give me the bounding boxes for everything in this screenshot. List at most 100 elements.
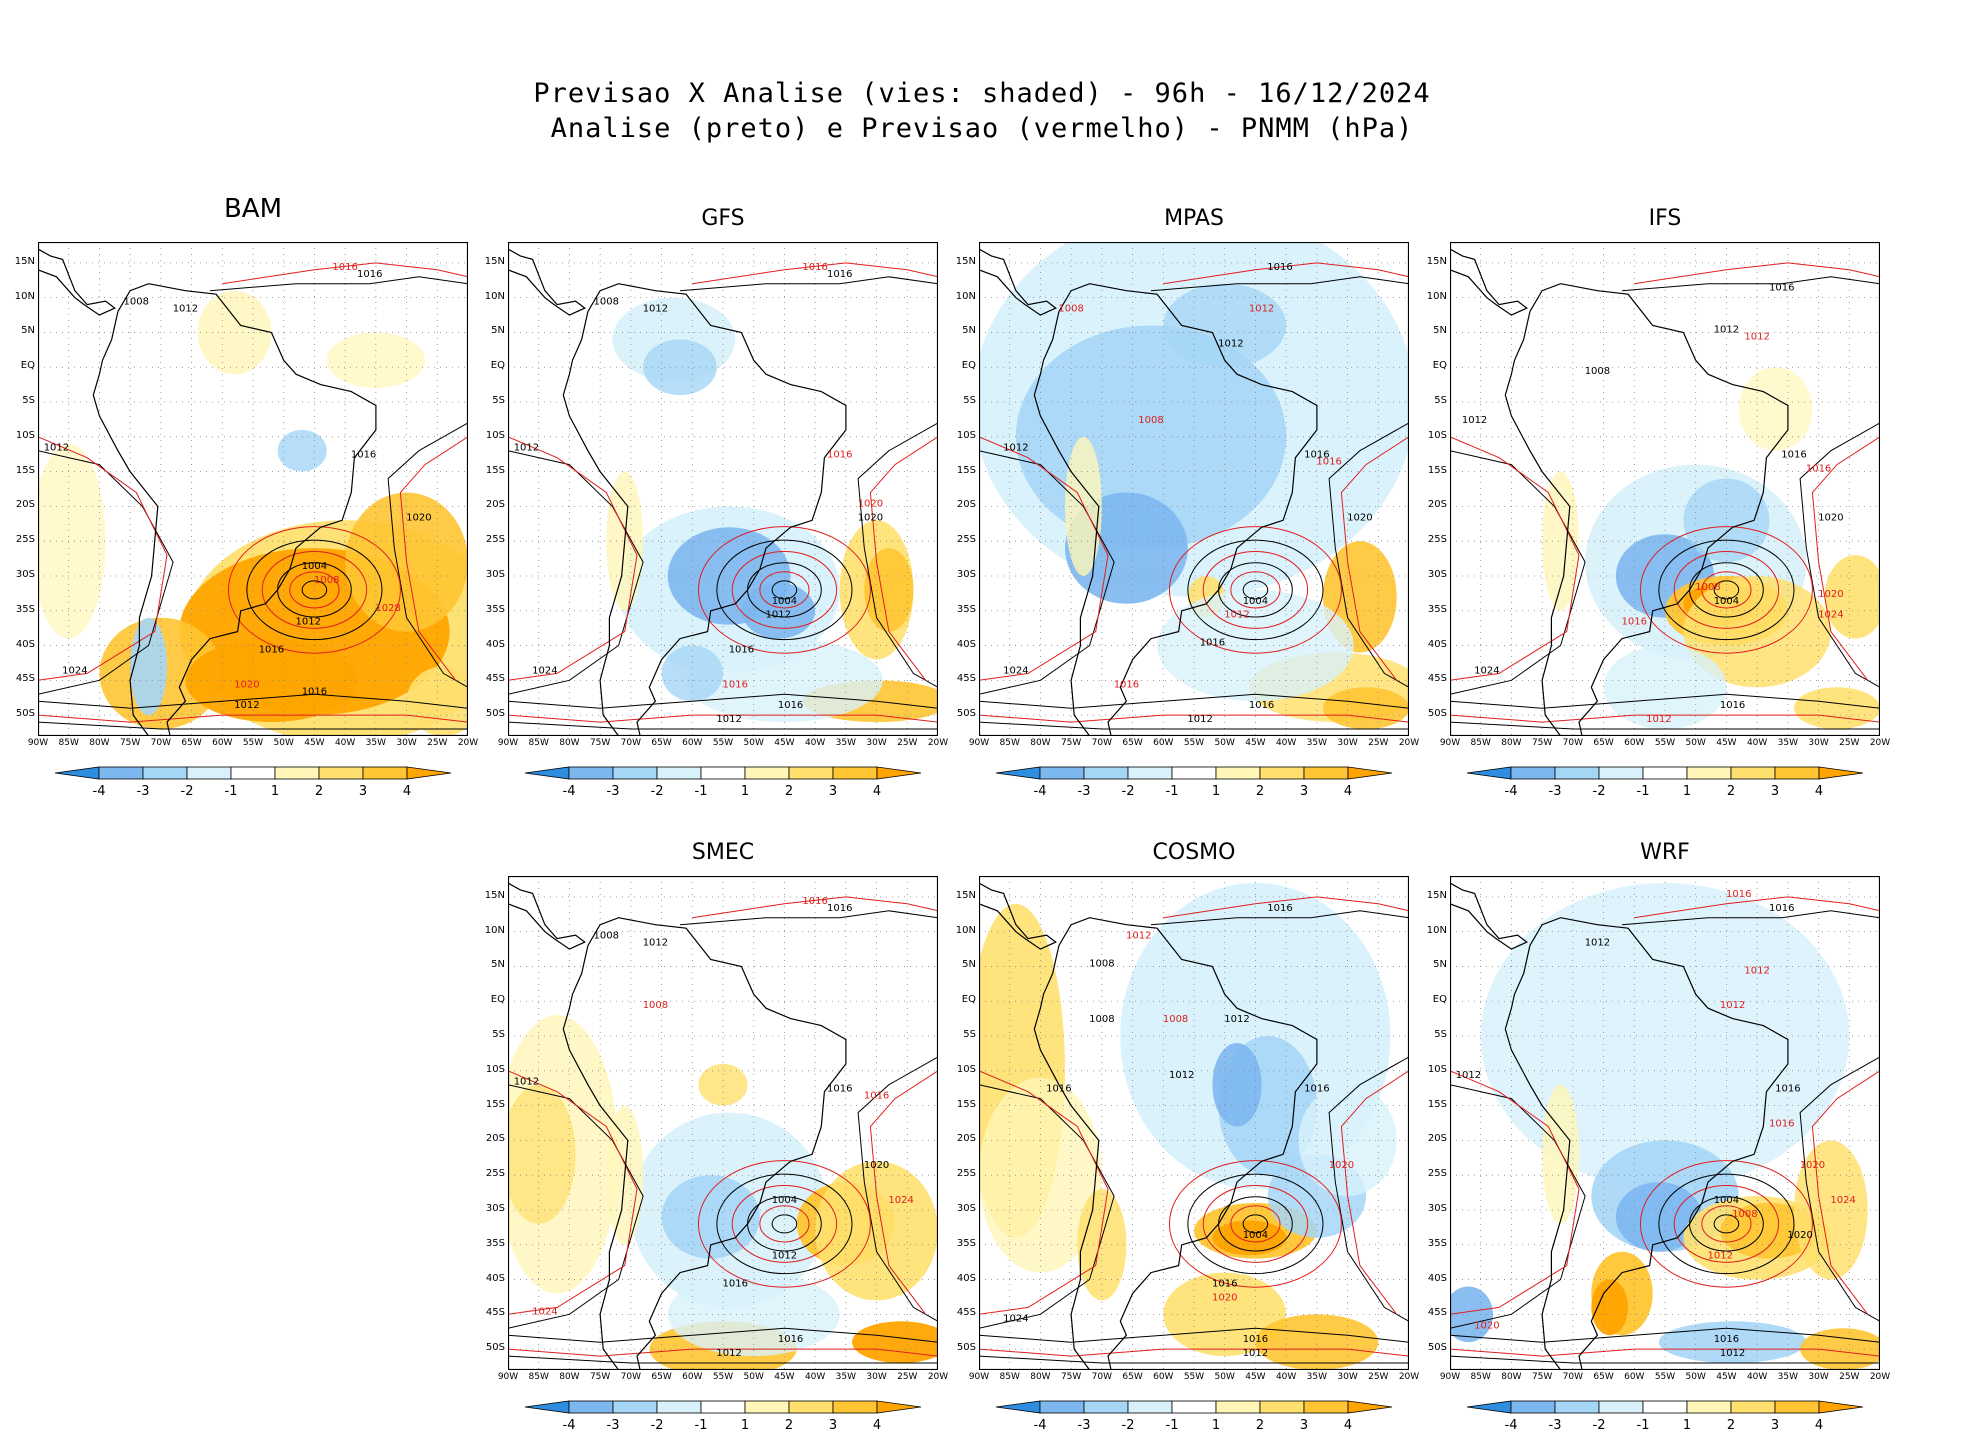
isobar-line	[979, 1355, 1409, 1364]
isobar-line	[1634, 896, 1880, 919]
colorbar-segment	[1303, 766, 1349, 780]
isobar-line	[1634, 262, 1880, 285]
isobar-label: 1012	[1646, 714, 1671, 725]
lon-tick-label: 50W	[273, 738, 294, 748]
lat-tick-label: 45S	[15, 673, 35, 685]
isobar-label: 1016	[1720, 700, 1745, 711]
colorbar-segment	[524, 766, 570, 780]
colorbar-label: 2	[1255, 1418, 1265, 1433]
lon-tick-label: 55W	[242, 738, 264, 748]
colorbar-segment	[142, 766, 188, 780]
colorbar-segment	[788, 766, 834, 780]
map-canvas: 1016 1016 1012 1012 1012 1012 1016 1016 1020 1004…	[1450, 876, 1880, 1370]
lat-tick-label: 10N	[955, 290, 976, 302]
lat-tick-label: 10S	[1427, 429, 1447, 441]
isobar-label: 1008	[1138, 415, 1163, 426]
isobar-line	[869, 436, 938, 681]
isobar-label: 1008	[1695, 582, 1720, 593]
isobar-label: 1016	[1769, 903, 1794, 914]
isobar-line	[508, 450, 644, 695]
isobar-label: 1028	[375, 603, 400, 614]
bias-shading	[643, 339, 717, 396]
colorbar-label: -3	[606, 784, 620, 799]
colorbar-label: 1	[740, 784, 750, 799]
isobar-line	[1450, 1355, 1880, 1364]
map-frame	[1450, 242, 1880, 736]
colorbar-label: -4	[562, 1418, 576, 1433]
isobar-label: 1016	[729, 645, 754, 656]
lat-tick-label: 15N	[1426, 255, 1447, 267]
colorbar-label: -2	[180, 784, 194, 799]
low-pressure-ring	[697, 526, 871, 654]
panel-title: IFS	[1648, 206, 1682, 231]
isobar-label: 1020	[858, 498, 883, 509]
lat-tick-label: 35S	[485, 603, 505, 615]
isobar-label: 1008	[1089, 1014, 1114, 1025]
isobar-label: 1004	[302, 561, 327, 572]
colorbar-label: -1	[1636, 784, 1650, 799]
isobar-label: 1012	[1249, 304, 1274, 315]
isobar-label: 1008	[594, 297, 619, 308]
isobar-line	[399, 436, 468, 681]
lat-tick-label: 15S	[485, 464, 505, 476]
colorbar: -4 -3 -2 -1 1 2 3 4	[48, 766, 458, 806]
lat-tick-label: 25S	[1427, 534, 1447, 546]
colorbar-label: 4	[402, 784, 412, 799]
lat-tick-label: 40S	[1427, 638, 1447, 650]
isobar-label: 1016	[1046, 1084, 1071, 1095]
lon-tick-label: 80W	[559, 1372, 580, 1382]
isobar-line	[979, 1070, 1109, 1315]
lat-tick-label: EQ	[20, 360, 35, 372]
colorbar-segment	[568, 766, 614, 780]
colorbar-segment	[1347, 766, 1393, 780]
lat-tick-label: 5N	[21, 325, 35, 337]
lon-tick-label: 85W	[58, 738, 79, 748]
colorbar-segment	[524, 1400, 570, 1414]
low-pressure-ring	[1187, 1173, 1324, 1275]
colorbar-label: -1	[1165, 1418, 1179, 1433]
isobar-label: 1012	[1003, 443, 1028, 454]
map-canvas: 1016101610081012101210161020100410081012…	[38, 242, 468, 736]
lon-tick-label: 40W	[804, 1372, 826, 1382]
low-pressure-ring	[716, 1173, 853, 1275]
isobar-line	[679, 276, 938, 292]
isobar-label: 1012	[1187, 714, 1212, 725]
isobar-line	[1811, 436, 1880, 681]
lon-tick-label: 80W	[559, 738, 580, 748]
isobar-line	[387, 422, 468, 688]
map-panel-gfs: 1016 1016 1008 1012 1012 1016 1020 1020 1004 1012…	[508, 242, 938, 736]
panel-title: BAM	[223, 194, 283, 224]
lat-tick-label: 45S	[956, 1307, 976, 1319]
lat-tick-label: 15S	[485, 1098, 505, 1110]
lat-tick-label: 10N	[955, 924, 976, 936]
isobar-label: 1016	[827, 1084, 852, 1095]
lon-tick-label: 35W	[835, 1372, 857, 1382]
lon-tick-label: 35W	[1777, 1372, 1799, 1382]
isobar-line	[869, 1070, 938, 1315]
colorbar: -4 -3 -2 -1 1 2 3 4	[1460, 1400, 1870, 1440]
isobar-label: 1012	[1720, 1000, 1745, 1011]
bias-shading	[1163, 283, 1287, 368]
isobar-label: 1016	[259, 645, 284, 656]
isobar-line	[1799, 1056, 1880, 1322]
lat-tick-label: 20S	[485, 1133, 505, 1145]
bias-shading	[1542, 1084, 1579, 1224]
isobar-line	[1450, 436, 1580, 681]
low-pressure-ring	[1701, 571, 1752, 609]
isobar-label: 1020	[864, 1160, 889, 1171]
colorbar-segment	[1686, 766, 1732, 780]
isobar-label: 1012	[1126, 931, 1151, 942]
colorbar-label: -3	[1548, 784, 1562, 799]
lon-tick-label: 40W	[1275, 1372, 1297, 1382]
lat-tick-label: 50S	[1427, 708, 1447, 720]
low-pressure-ring	[227, 526, 401, 654]
isobar-label: 1012	[1456, 1070, 1481, 1081]
lon-tick-label: 30W	[1337, 1372, 1358, 1382]
colorbar-label: 2	[1726, 784, 1736, 799]
lat-tick-label: 45S	[1427, 673, 1447, 685]
colorbar-label: -2	[1121, 1418, 1135, 1433]
lat-tick-label: 50S	[485, 708, 505, 720]
colorbar-segment	[612, 1400, 658, 1414]
panel-title: SMEC	[691, 840, 755, 865]
isobar-label: 1024	[1818, 610, 1843, 621]
